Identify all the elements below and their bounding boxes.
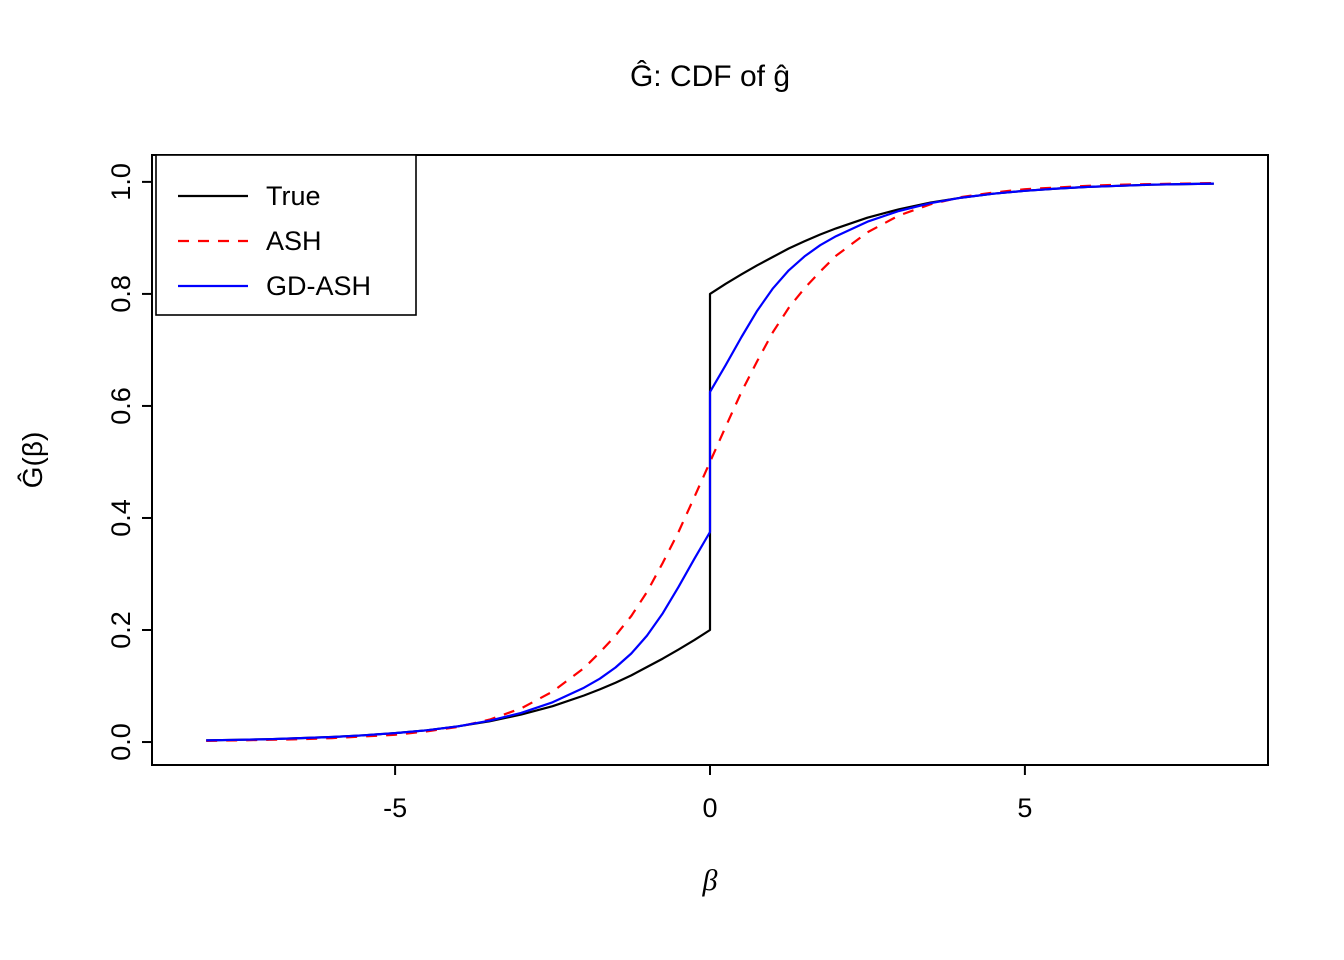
x-tick-label: -5 — [383, 793, 407, 823]
y-axis: 0.0 0.2 0.4 0.6 0.8 1.0 — [106, 163, 152, 761]
y-tick-label: 0.0 — [106, 723, 136, 761]
y-tick-label: 0.8 — [106, 275, 136, 313]
legend-box — [155, 154, 417, 316]
y-tick-label: 0.6 — [106, 387, 136, 425]
legend-label-gd-ash: GD-ASH — [266, 271, 371, 301]
series-line-ash — [206, 181, 1214, 742]
series-group — [206, 181, 1214, 742]
y-tick-label: 0.4 — [106, 499, 136, 537]
x-axis: -5 0 5 — [383, 765, 1032, 823]
y-tick-label: 0.2 — [106, 611, 136, 649]
legend-label-true: True — [266, 181, 321, 211]
x-tick-label: 5 — [1017, 793, 1032, 823]
y-tick-label: 1.0 — [106, 163, 136, 201]
x-tick-label: 0 — [702, 793, 717, 823]
series-line-gd-ash — [206, 182, 1214, 742]
chart-title: Ĝ: CDF of ĝ — [630, 59, 790, 93]
x-axis-label: β — [702, 864, 718, 897]
legend-label-ash: ASH — [266, 226, 322, 256]
legend: True ASH GD-ASH — [155, 154, 417, 316]
y-axis-label: Ĝ(β) — [17, 432, 48, 489]
